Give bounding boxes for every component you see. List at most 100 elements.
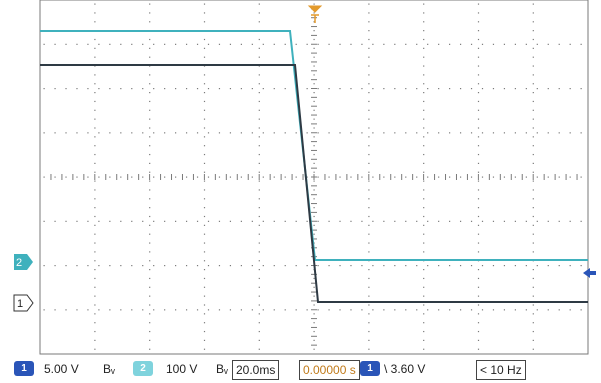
grid-dot [459, 43, 462, 45]
ch1-scale[interactable]: 5.00 V [44, 362, 79, 376]
grid-dot [273, 265, 275, 267]
grid-dot [477, 83, 480, 85]
grid-dot [149, 348, 151, 350]
grid-dot [203, 322, 206, 324]
grid-dot [273, 43, 275, 45]
grid-dot [203, 74, 206, 76]
grid-dot [477, 30, 480, 32]
grid-dot [258, 100, 260, 103]
grid-dot [149, 198, 151, 200]
grid-dot [203, 171, 206, 173]
grid-dot [423, 198, 425, 200]
grid-dot [532, 118, 534, 120]
grid-dot [532, 3, 534, 5]
trigger-source-badge[interactable]: 1 [360, 361, 380, 376]
grid-dot [477, 47, 480, 49]
grid-dot [477, 100, 480, 103]
grid-dot [94, 215, 96, 218]
grid-dot [131, 220, 133, 222]
grid-dot [87, 88, 89, 90]
timebase-readout[interactable]: 20.0ms [232, 360, 280, 380]
grid-dot [350, 43, 352, 45]
grid-dot [229, 309, 232, 311]
grid-dot [580, 176, 582, 178]
grid-dot [87, 132, 89, 134]
grid-dot [368, 224, 370, 226]
trigger-level-arrow-icon[interactable] [583, 268, 596, 278]
grid-dot [405, 265, 407, 267]
grid-dot [350, 132, 352, 134]
grid-dot [339, 220, 341, 222]
grid-dot [313, 180, 315, 182]
grid-dot [94, 233, 96, 235]
grid-dot [43, 43, 45, 45]
grid-dot [405, 132, 407, 134]
grid-dot [149, 118, 151, 120]
grid-dot [54, 43, 56, 45]
grid-dot [131, 176, 133, 178]
grid-dot [580, 265, 582, 267]
grid-dot [262, 309, 264, 311]
grid-dot [284, 220, 286, 222]
grid-dot [153, 88, 155, 90]
ch1-ground-marker[interactable]: 1 [13, 294, 34, 312]
grid-dot [423, 277, 425, 280]
grid-dot [273, 309, 275, 311]
grid-dot [532, 30, 534, 32]
grid-dot [203, 295, 206, 297]
ch2-badge[interactable]: 2 [133, 361, 153, 376]
grid-dot [492, 309, 495, 311]
grid-dot [532, 322, 534, 324]
grid-dot [98, 265, 100, 267]
grid-dot [368, 47, 370, 49]
grid-dot [313, 330, 315, 333]
grid-dot [481, 220, 484, 222]
grid-dot [580, 220, 582, 222]
grid-dot [477, 145, 480, 147]
grid-dot [229, 176, 232, 178]
grid-dot [492, 43, 495, 45]
grid-dot [306, 43, 308, 45]
grid-dot [87, 309, 89, 311]
ch1-badge[interactable]: 1 [14, 361, 34, 376]
grid-dot [153, 176, 155, 178]
grid-dot [203, 136, 206, 138]
grid-dot [532, 145, 534, 147]
grid-dot [525, 220, 527, 222]
grid-dot [503, 43, 506, 45]
horizontal-offset-readout[interactable]: 0.00000 s [299, 360, 360, 380]
grid-dot [196, 265, 199, 267]
grid-dot [361, 88, 363, 90]
grid-dot [203, 38, 206, 41]
grid-dot [94, 136, 96, 138]
grid-dot [477, 339, 480, 341]
grid-dot [532, 215, 534, 218]
grid-dot [477, 136, 480, 138]
grid-dot [477, 322, 480, 324]
ch2-scale[interactable]: 100 V [166, 362, 198, 376]
trigger-level-readout[interactable]: \ 3.60 V [384, 362, 426, 376]
grid-dot [65, 265, 67, 267]
grid-dot [368, 277, 370, 280]
grid-dot [423, 56, 425, 58]
grid-dot [149, 92, 151, 94]
trigger-frequency-readout: < 10 Hz [476, 360, 526, 380]
grid-dot [313, 207, 315, 209]
grid-dot [368, 92, 370, 94]
grid-dot [532, 330, 534, 333]
grid-dot [313, 56, 315, 58]
grid-dot [149, 100, 151, 103]
grid-dot [423, 304, 425, 306]
grid-dot [558, 88, 560, 90]
grid-dot [94, 153, 96, 156]
trigger-t-marker-icon[interactable] [307, 5, 323, 23]
ch2-ground-marker[interactable]: 2 [14, 254, 33, 270]
grid-dot [164, 309, 166, 311]
grid-dot [43, 309, 45, 311]
grid-dot [65, 132, 67, 134]
grid-dot [240, 220, 242, 222]
grid-dot [273, 220, 275, 222]
grid-dot [313, 145, 315, 147]
grid-dot [203, 313, 206, 315]
grid-dot [536, 176, 538, 178]
